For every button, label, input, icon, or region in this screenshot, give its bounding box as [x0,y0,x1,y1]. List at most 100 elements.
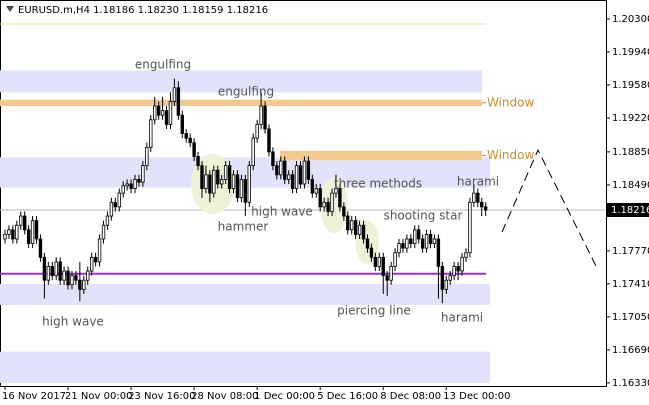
candle-body [34,220,39,240]
zone [0,351,490,383]
candle-body [275,165,279,176]
candle-body [373,256,378,267]
candle-body [342,206,346,217]
y-tick-label: 1.17410 [612,279,649,290]
candle-body [353,220,358,235]
candle-body [460,256,464,272]
candle-body [413,229,417,244]
candle-body [168,101,173,125]
candle-body [50,266,54,277]
candle-body [350,220,354,231]
candle-body [294,165,299,189]
candle-body [298,165,303,185]
y-tick-label: 1.16690 [612,345,649,356]
candle-body [436,238,441,267]
y-tick-label: 1.19220 [612,113,649,124]
candle-body [263,105,267,130]
candle-body [377,256,381,267]
candle-body [243,178,248,203]
candle-body [306,160,311,180]
candle-body [212,169,216,194]
candle-body [149,119,153,148]
candle-body [223,165,228,180]
header: EURUSD.m,H4 1.18186 1.18230 1.18159 1.18… [18,5,268,16]
candle-body [192,142,196,157]
candle-body [381,256,385,277]
candle-body [109,201,114,217]
candle-body [156,105,161,116]
candle-body [476,192,480,203]
candle-body [19,215,23,226]
candle-body [456,266,460,272]
candle-body [334,188,338,194]
candle-body [89,256,94,272]
candle-body [330,192,334,212]
candle-body [468,201,472,254]
candle-body [267,128,271,153]
candle-body [310,178,315,194]
window-gap [280,150,482,161]
candle-body [204,174,208,189]
candle-body [318,188,322,208]
candle-body [369,247,374,258]
x-tick-label: 8 Dec 08:00 [380,391,441,402]
candle-body [472,192,476,203]
candle-body [227,165,232,189]
candle-body [188,137,192,144]
candle-body [448,275,452,281]
candle-body [452,266,456,277]
pattern-label: shooting star [384,209,463,223]
candle-body [255,123,259,139]
candle-body [11,229,15,240]
candle-body [480,201,484,208]
candle-body [113,201,118,208]
candle-body [444,279,448,290]
candle-body [200,165,204,189]
candle-body [164,110,169,125]
candle-body [393,252,397,267]
candle-body [145,146,149,167]
x-tick-label: 13 Dec 00:00 [443,391,510,402]
x-tick-label: 23 Nov 16:00 [128,391,195,402]
pattern-label: high wave [251,205,313,219]
pattern-label: piercing line [337,304,411,318]
candle-body [137,178,141,183]
candle-body [420,238,425,249]
candle-body [428,233,433,244]
candles [3,78,488,304]
price-marker [607,203,649,218]
candle-body [66,270,70,286]
pattern-label: high wave [42,315,104,329]
pattern-label: hammer [218,220,269,234]
y-tick-label: 1.19940 [612,47,649,58]
candle-body [176,87,181,116]
candle-body [121,185,125,194]
candle-body [239,178,244,199]
y-tick-label: 1.18490 [612,180,649,191]
y-tick-label: 1.19580 [612,80,649,91]
candle-body [78,279,82,290]
background-layer [0,70,606,383]
x-tick-label: 28 Nov 08:00 [191,391,258,402]
candle-body [180,114,184,134]
window-label: Window [487,148,535,162]
candle-body [251,137,255,167]
candle-body [86,270,90,281]
x-tick-label: 21 Nov 00:00 [65,391,132,402]
dropdown-icon[interactable] [6,6,14,12]
candle-body [464,252,468,258]
candle-body [424,233,429,249]
pattern-label: three methods [334,177,422,191]
zone [0,283,490,305]
candle-body [401,243,405,249]
candle-body [302,160,307,185]
candle-body [15,224,19,240]
candle-body [365,238,370,249]
candle-body [416,229,421,240]
candle-body [405,238,409,249]
x-tick-label: 16 Nov 2017 [2,391,66,402]
candle-body [62,270,66,281]
candle-body [70,275,74,286]
y-tick-label: 1.16330 [612,378,649,389]
